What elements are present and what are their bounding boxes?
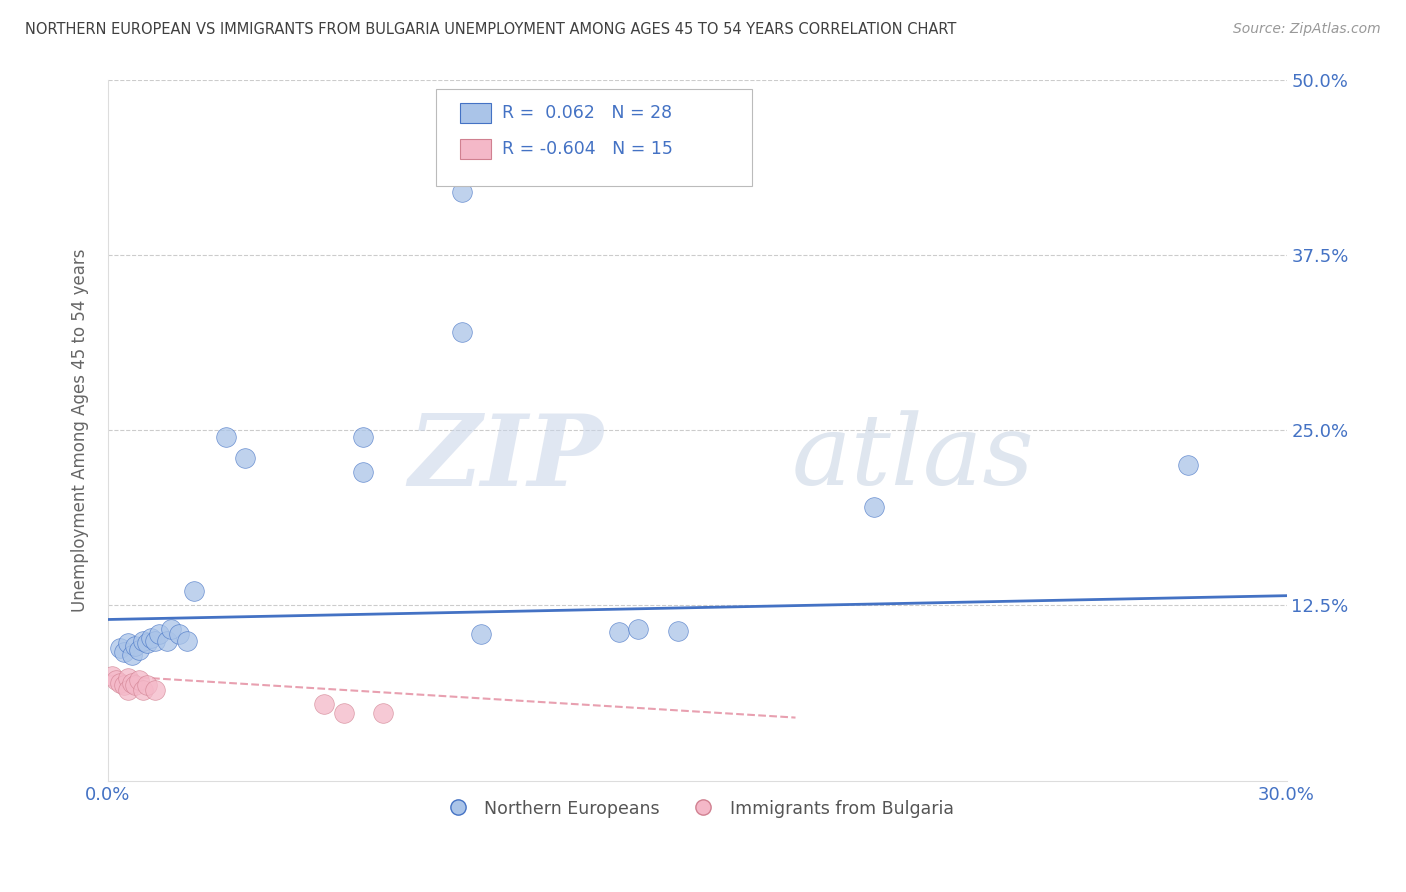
Point xyxy=(143,633,166,648)
Point xyxy=(863,500,886,515)
Y-axis label: Unemployment Among Ages 45 to 54 years: Unemployment Among Ages 45 to 54 years xyxy=(72,249,89,612)
Point xyxy=(627,622,650,636)
Text: atlas: atlas xyxy=(792,410,1035,506)
Point xyxy=(1177,458,1199,473)
Point xyxy=(128,643,150,657)
Point xyxy=(104,673,127,687)
Point xyxy=(352,466,374,480)
Point xyxy=(156,633,179,648)
Point xyxy=(371,706,394,721)
Point xyxy=(450,185,472,199)
Point xyxy=(124,678,146,692)
Point xyxy=(215,430,238,444)
Point xyxy=(176,633,198,648)
Text: R =  0.062   N = 28: R = 0.062 N = 28 xyxy=(502,104,672,122)
Point xyxy=(183,584,205,599)
Point xyxy=(167,626,190,640)
Point xyxy=(607,625,630,640)
Point xyxy=(121,675,143,690)
Point xyxy=(352,430,374,444)
Point xyxy=(117,671,139,685)
Point xyxy=(132,633,155,648)
Point xyxy=(312,697,335,711)
Point xyxy=(117,682,139,697)
Point xyxy=(101,668,124,682)
Point xyxy=(143,682,166,697)
Point xyxy=(136,678,159,692)
Point xyxy=(132,682,155,697)
Point xyxy=(141,631,163,645)
Point xyxy=(121,648,143,662)
Point xyxy=(235,451,257,466)
Point xyxy=(108,675,131,690)
Point xyxy=(128,673,150,687)
Point xyxy=(450,325,472,339)
Text: Source: ZipAtlas.com: Source: ZipAtlas.com xyxy=(1233,22,1381,37)
Text: NORTHERN EUROPEAN VS IMMIGRANTS FROM BULGARIA UNEMPLOYMENT AMONG AGES 45 TO 54 Y: NORTHERN EUROPEAN VS IMMIGRANTS FROM BUL… xyxy=(25,22,956,37)
Point xyxy=(332,706,354,721)
Text: ZIP: ZIP xyxy=(408,410,603,507)
Point xyxy=(148,626,170,640)
Point xyxy=(108,640,131,655)
Point xyxy=(470,626,492,640)
Legend: Northern Europeans, Immigrants from Bulgaria: Northern Europeans, Immigrants from Bulg… xyxy=(434,793,960,824)
Point xyxy=(112,678,135,692)
Point xyxy=(112,645,135,659)
Text: R = -0.604   N = 15: R = -0.604 N = 15 xyxy=(502,140,673,158)
Point xyxy=(117,636,139,650)
Point xyxy=(666,624,689,638)
Point xyxy=(124,639,146,653)
Point xyxy=(136,636,159,650)
Point xyxy=(160,622,183,636)
